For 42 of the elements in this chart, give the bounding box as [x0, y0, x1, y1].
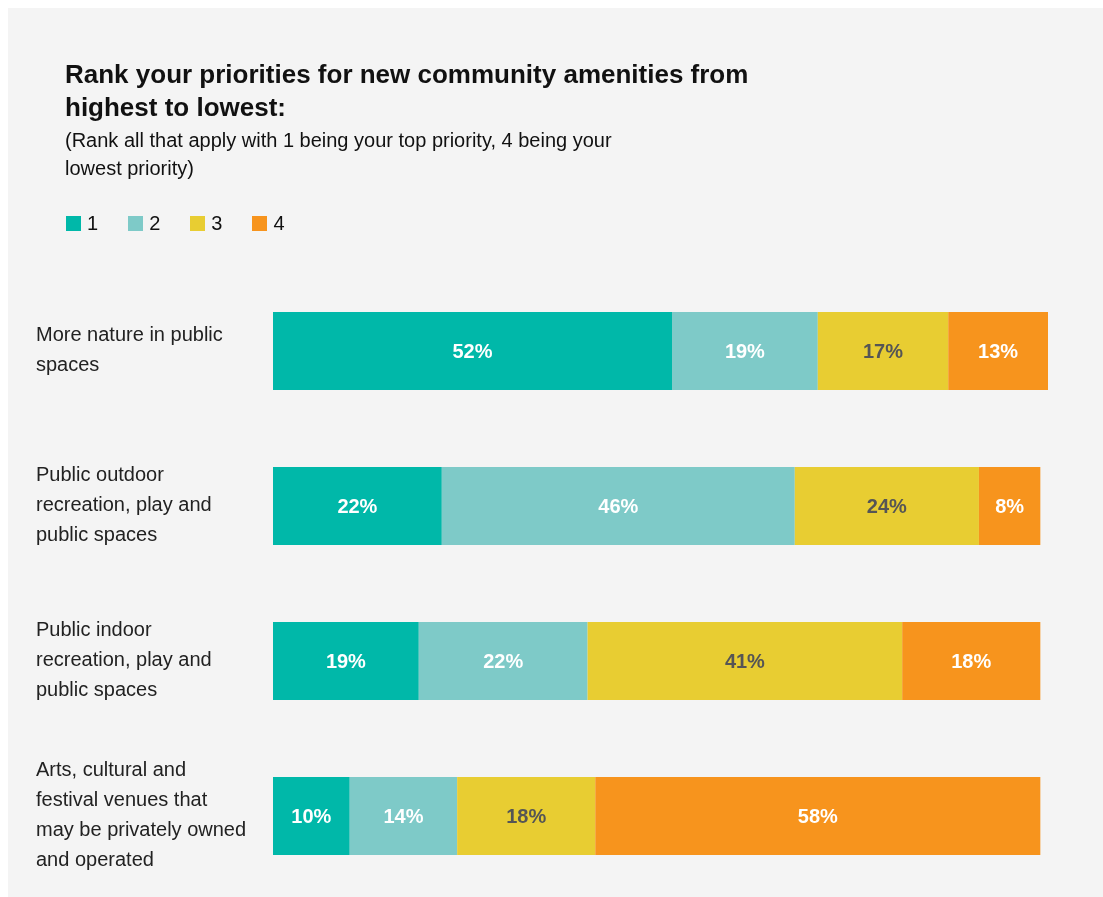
y-tick-label: Public outdoor recreation, play and public spaces: [36, 462, 212, 545]
data-label: 18%: [506, 805, 547, 827]
data-label: 52%: [452, 340, 493, 362]
data-label: 19%: [325, 650, 367, 672]
data-label: 19%: [724, 340, 766, 362]
bar: [349, 777, 458, 855]
data-label: 18%: [951, 650, 992, 672]
data-label: 46%: [598, 495, 639, 517]
bar: [418, 622, 588, 700]
bar: [273, 777, 350, 855]
data-label: 24%: [866, 495, 908, 517]
bar: [587, 622, 903, 700]
data-label: 13%: [978, 340, 1019, 362]
data-label: 41%: [724, 650, 766, 672]
data-label: 14%: [383, 805, 424, 827]
legend-label: 4: [273, 212, 285, 235]
bar: [902, 622, 1041, 700]
bar: [948, 312, 1048, 390]
bar: [273, 467, 442, 545]
bar: [794, 467, 979, 545]
bar: [457, 777, 596, 855]
bar: [978, 467, 1041, 545]
chart-title: Rank your priorities for new community amenities from highest to lowest:: [65, 58, 750, 124]
bar: [672, 312, 818, 390]
y-tick-label: Public indoor recreation, play and public spaces: [36, 617, 212, 700]
data-label: 58%: [797, 805, 839, 827]
bar: [441, 467, 795, 545]
bar: [595, 777, 1041, 855]
legend-label: 3: [211, 212, 223, 235]
bar: [273, 312, 673, 390]
legend-label: 2: [149, 212, 161, 235]
data-label: 22%: [483, 650, 524, 672]
chart-subtitle: (Rank all that apply with 1 being your top priority, 4 being your lowest priority): [65, 128, 613, 181]
data-label: 17%: [863, 340, 904, 362]
y-tick-label: Arts, cultural and festival venues that may be privately owned and operated: [36, 757, 247, 870]
y-tick-label: More nature in public spaces: [36, 322, 223, 375]
legend-label: 1: [87, 212, 99, 235]
bar: [817, 312, 949, 390]
data-label: 22%: [337, 495, 378, 517]
data-label: 10%: [291, 805, 332, 827]
bar: [273, 622, 419, 700]
data-label: 8%: [995, 495, 1025, 517]
